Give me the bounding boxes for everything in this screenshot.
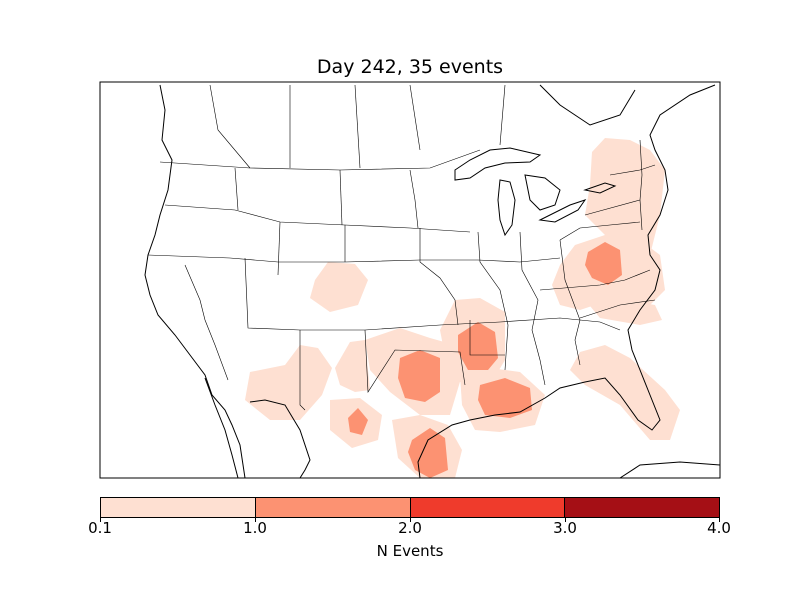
colorbar-bin-1 <box>101 498 255 517</box>
map-title: Day 242, 35 events <box>316 56 504 78</box>
great-lakes-michigan <box>497 179 516 237</box>
colorbar-tick-label: 1.0 <box>243 519 267 537</box>
region-florida <box>570 345 680 440</box>
texas-gulf-coast <box>417 84 716 478</box>
colorbar-tickmark <box>100 518 101 522</box>
map-frame <box>99 81 721 479</box>
colorbar-tick-label: 3.0 <box>553 519 577 537</box>
colorbar-tickmark <box>255 518 256 522</box>
mexico-gulf-coast <box>249 399 311 478</box>
colorbar <box>100 497 720 518</box>
state-borders <box>147 84 656 411</box>
west-coast <box>144 84 246 478</box>
colorbar-tickmark <box>410 518 411 522</box>
region-virginia-core <box>585 242 622 285</box>
region-louisiana-core <box>478 378 532 418</box>
region-westtexas-core <box>348 408 368 435</box>
region-oklahoma-core <box>398 350 440 402</box>
coastlines <box>144 84 720 478</box>
colorbar-bin-3 <box>409 498 565 517</box>
great-lakes-erie <box>538 199 587 223</box>
event-regions-light <box>245 138 680 478</box>
colorbar-tickmark <box>719 518 720 522</box>
colorbar-label: N Events <box>376 542 444 560</box>
colorbar-bin-4 <box>564 498 719 517</box>
great-lakes-superior <box>454 147 542 181</box>
mexico-gulf-south <box>619 461 720 478</box>
region-northeast <box>585 138 665 265</box>
region-colorado <box>310 262 368 312</box>
colorbar-tick-label: 4.0 <box>707 519 731 537</box>
baja <box>204 377 239 478</box>
region-westtexas <box>335 340 370 392</box>
great-lakes-ontario <box>583 182 617 194</box>
great-lakes-huron <box>524 174 561 211</box>
colorbar-bin-2 <box>254 498 410 517</box>
colorbar-tickmark <box>565 518 566 522</box>
region-arkansas-core <box>458 322 498 370</box>
hudson-bay-coast <box>539 84 636 126</box>
colorbar-tick-label: 2.0 <box>398 519 422 537</box>
colorbar-tick-label: 0.1 <box>88 519 112 537</box>
region-newmexico <box>245 345 332 420</box>
